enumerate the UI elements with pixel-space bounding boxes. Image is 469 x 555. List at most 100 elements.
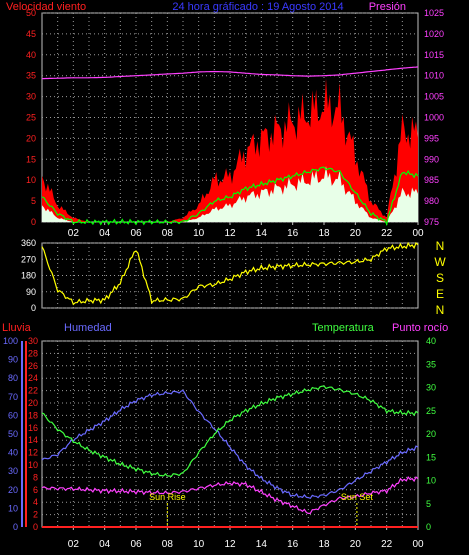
chart-title: 24 hora gráficado : 19 Agosto 2014 [172, 1, 343, 13]
humidity-tick-label: 50 [8, 429, 18, 439]
temp-tick-label: 20 [426, 429, 436, 439]
dew-point-label: Punto rocío [392, 322, 448, 334]
pressure-tick-label: 1010 [424, 71, 444, 81]
hour-tick-label: 10 [193, 539, 205, 550]
humidity-tick-label: 90 [8, 355, 18, 365]
temp-tick-label: 15 [426, 452, 436, 462]
humidity-tick-label: 100 [3, 336, 18, 346]
humidity-label: Humedad [64, 322, 112, 334]
pressure-tick-label: 1025 [424, 8, 444, 18]
pressure-tick-label: 1015 [424, 50, 444, 60]
rain-tick-label: 6 [33, 485, 38, 495]
compass-n-bottom: N [436, 303, 445, 317]
rain-tick-label: 18 [28, 410, 38, 420]
hour-tick-label: 12 [224, 228, 236, 239]
hour-tick-label: 18 [318, 228, 330, 239]
wind-tick-label: 50 [26, 8, 36, 18]
temp-tick-label: 35 [426, 359, 436, 369]
hour-tick-label: 16 [287, 228, 299, 239]
hour-tick-label: 04 [99, 539, 111, 550]
direction-tick-label: 360 [21, 238, 36, 248]
sunrise-label: Sun Rise [149, 492, 186, 502]
rain-tick-label: 0 [33, 522, 38, 532]
compass-s: S [436, 271, 444, 285]
humidity-tick-label: 70 [8, 392, 18, 402]
rain-tick-label: 28 [28, 348, 38, 358]
wind-tick-label: 10 [26, 175, 36, 185]
wind-tick-label: 30 [26, 92, 36, 102]
humidity-tick-label: 10 [8, 503, 18, 513]
hour-tick-label: 04 [99, 228, 111, 239]
pressure-tick-label: 985 [424, 175, 439, 185]
wind-tick-label: 40 [26, 50, 36, 60]
hour-tick-label: 00 [412, 539, 424, 550]
humidity-tick-label: 0 [13, 522, 18, 532]
pressure-line [42, 66, 419, 80]
hour-tick-label: 20 [350, 539, 362, 550]
pressure-tick-label: 1020 [424, 29, 444, 39]
hour-tick-label: 20 [350, 228, 362, 239]
wind-tick-label: 45 [26, 29, 36, 39]
series-humedadline [41, 389, 419, 500]
hour-tick-label: 02 [68, 539, 80, 550]
wind-tick-label: 15 [26, 154, 36, 164]
humidity-tick-label: 60 [8, 410, 18, 420]
compass-w: W [434, 255, 446, 269]
hour-tick-label: 16 [287, 539, 299, 550]
rain-tick-label: 12 [28, 448, 38, 458]
rain-label: Lluvia [2, 322, 32, 334]
hour-tick-label: 06 [130, 539, 142, 550]
rain-tick-label: 10 [28, 460, 38, 470]
wind-speed-area [42, 166, 418, 222]
pressure-tick-label: 995 [424, 133, 439, 143]
rain-tick-label: 4 [33, 497, 38, 507]
wind-tick-label: 5 [31, 196, 36, 206]
hour-tick-label: 06 [130, 228, 142, 239]
pressure-tick-label: 1000 [424, 113, 444, 123]
data-series [41, 66, 419, 528]
pressure-tick-label: 990 [424, 154, 439, 164]
wind-direction-line [41, 241, 419, 306]
temp-tick-label: 30 [426, 383, 436, 393]
series-punto-roc-oline [41, 476, 419, 514]
pressure-title: Presión [369, 1, 406, 13]
hour-tick-label: 22 [381, 539, 393, 550]
humidity-tick-label: 80 [8, 373, 18, 383]
axis-labels: 0202040406060808101012121414161618182020… [3, 8, 444, 550]
wind-tick-label: 35 [26, 71, 36, 81]
hour-tick-label: 12 [224, 539, 236, 550]
direction-tick-label: 180 [21, 271, 36, 281]
rain-tick-label: 16 [28, 423, 38, 433]
rain-tick-label: 8 [33, 472, 38, 482]
wind-tick-label: 25 [26, 113, 36, 123]
sunset-label: Sun Set [341, 492, 374, 502]
temp-tick-label: 5 [426, 499, 431, 509]
sun-markers: Sun Rise Sun Set [149, 492, 373, 527]
rain-tick-label: 22 [28, 386, 38, 396]
hour-tick-label: 00 [412, 228, 424, 239]
humidity-tick-label: 40 [8, 448, 18, 458]
pressure-tick-label: 980 [424, 196, 439, 206]
rain-tick-label: 26 [28, 361, 38, 371]
hour-tick-label: 14 [256, 539, 268, 550]
humidity-tick-label: 20 [8, 485, 18, 495]
pressure-tick-label: 975 [424, 217, 439, 227]
compass-n-top: N [436, 239, 445, 253]
wind-average-line [41, 166, 419, 227]
hour-tick-label: 18 [318, 539, 330, 550]
temp-tick-label: 0 [426, 522, 431, 532]
direction-tick-label: 270 [21, 254, 36, 264]
rain-tick-label: 20 [28, 398, 38, 408]
compass-letters: N W S E N [434, 239, 446, 317]
direction-tick-label: 90 [26, 287, 36, 297]
hour-tick-label: 14 [256, 228, 268, 239]
hour-tick-label: 08 [162, 539, 174, 550]
rain-tick-label: 30 [28, 336, 38, 346]
wind-tick-label: 0 [31, 217, 36, 227]
hour-tick-label: 10 [193, 228, 205, 239]
hour-tick-label: 08 [162, 228, 174, 239]
series-temperaturaline [41, 385, 419, 478]
direction-tick-label: 0 [31, 303, 36, 313]
wind-speed-title: Velocidad viento [6, 1, 86, 13]
